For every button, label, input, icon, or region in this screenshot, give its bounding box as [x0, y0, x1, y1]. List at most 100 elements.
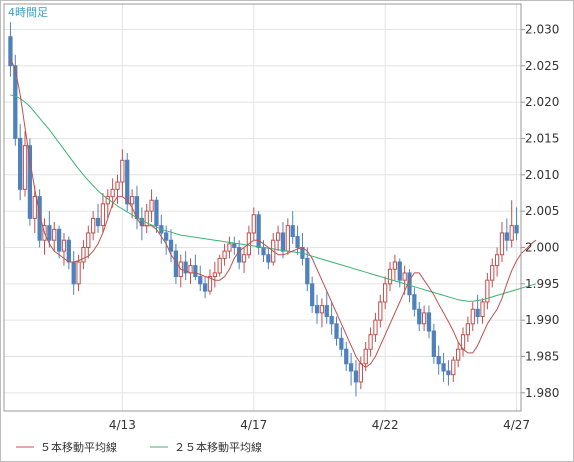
candle	[232, 236, 237, 255]
candle-body-down	[441, 363, 446, 372]
candle-body-down	[305, 257, 310, 285]
candle	[183, 251, 188, 281]
candle-body-up	[499, 232, 505, 256]
candle-body-up	[22, 145, 28, 190]
candle	[363, 341, 368, 372]
candle-body-down	[18, 137, 23, 190]
candle-body-down	[436, 355, 441, 365]
candle	[61, 232, 67, 266]
candle	[81, 240, 86, 270]
candle	[499, 222, 505, 263]
y-axis-ticks: 2.030 2.025 2.020 2.015 2.010 2.005 2.000 1.995…	[521, 22, 559, 400]
candle-body-down	[353, 370, 359, 383]
candle	[217, 254, 222, 277]
candle-body-down	[344, 348, 349, 365]
candle-body-up	[470, 308, 475, 325]
candle-body-down	[514, 225, 519, 234]
candle-body-down	[475, 308, 480, 318]
candle-body-down	[71, 261, 76, 285]
candle-body-up	[115, 181, 120, 190]
candle-body-up	[378, 301, 383, 321]
candle-body-up	[373, 319, 378, 336]
candle-body-down	[66, 239, 71, 263]
candle-body-down	[324, 305, 329, 318]
candle-body-down	[183, 261, 188, 274]
candle-body-down	[202, 283, 208, 292]
candle	[353, 360, 359, 397]
candle-body-down	[256, 214, 261, 248]
candle	[212, 262, 217, 288]
candle	[227, 236, 232, 259]
candle-body-up	[76, 261, 81, 285]
candle	[339, 327, 344, 357]
candle-body-up	[61, 239, 67, 252]
candle-body-down	[334, 323, 339, 339]
candle	[446, 360, 451, 386]
candles-layer	[8, 22, 519, 397]
y-tick-label: 1.990	[525, 313, 559, 327]
candle	[37, 189, 42, 248]
x-axis-ticks: 4/13 4/17 4/22 4/27	[109, 418, 530, 432]
candle	[120, 149, 125, 197]
candle	[509, 200, 514, 248]
candle-body-up	[402, 272, 407, 281]
legend-ma25-label: ２５本移動平均線	[174, 440, 262, 454]
candle-body-down	[261, 246, 266, 256]
candle	[8, 22, 13, 77]
candle	[115, 174, 120, 204]
candle-body-up	[188, 265, 193, 274]
candle-body-down	[237, 246, 242, 263]
candle-body-up	[392, 261, 398, 270]
candle	[504, 218, 509, 252]
ma5-line	[9, 58, 537, 369]
candle-body-up	[149, 199, 154, 212]
candle-body-down	[417, 308, 422, 325]
candle-body-up	[485, 279, 490, 303]
candle-body-up	[52, 228, 57, 241]
candle	[193, 254, 198, 281]
candle-body-up	[319, 305, 325, 314]
candle-body-down	[314, 305, 320, 314]
candle	[490, 258, 495, 288]
candle	[202, 276, 208, 299]
candle-body-down	[37, 196, 42, 241]
candle	[256, 211, 261, 255]
candle	[32, 185, 37, 233]
candle-body-down	[27, 145, 33, 219]
candle	[421, 305, 427, 332]
candle-body-down	[154, 199, 159, 227]
candle-body-up	[383, 283, 388, 303]
candle-body-down	[339, 337, 344, 350]
candle	[222, 243, 227, 266]
candle-body-down	[193, 265, 198, 278]
x-tick-label: 4/22	[372, 418, 399, 432]
candle	[237, 240, 242, 270]
candle	[348, 352, 354, 386]
candle-body-up	[480, 301, 485, 318]
candle-body-up	[217, 257, 222, 274]
candle-body-up	[387, 268, 393, 285]
candle	[314, 294, 320, 324]
candle	[514, 207, 519, 241]
candle-body-up	[490, 265, 495, 281]
candle	[373, 312, 378, 342]
candle-body-down	[164, 232, 169, 241]
candle-body-down	[446, 370, 451, 376]
y-tick-label: 2.025	[525, 59, 559, 73]
candle-body-up	[465, 323, 471, 336]
candle	[100, 192, 106, 233]
candle-body-down	[310, 283, 315, 307]
candle	[91, 211, 96, 241]
candle-body-up	[368, 334, 373, 350]
ma25-line	[10, 94, 537, 302]
y-tick-label: 1.985	[525, 349, 559, 363]
candle	[412, 287, 417, 317]
candle	[436, 345, 441, 375]
candle-body-down	[280, 232, 286, 252]
candle	[470, 301, 475, 332]
candle-body-up	[207, 276, 213, 292]
candle-body-up	[86, 232, 91, 248]
chart-title: 4時間足	[8, 6, 48, 19]
candle-body-down	[47, 225, 52, 241]
candle	[56, 225, 62, 259]
